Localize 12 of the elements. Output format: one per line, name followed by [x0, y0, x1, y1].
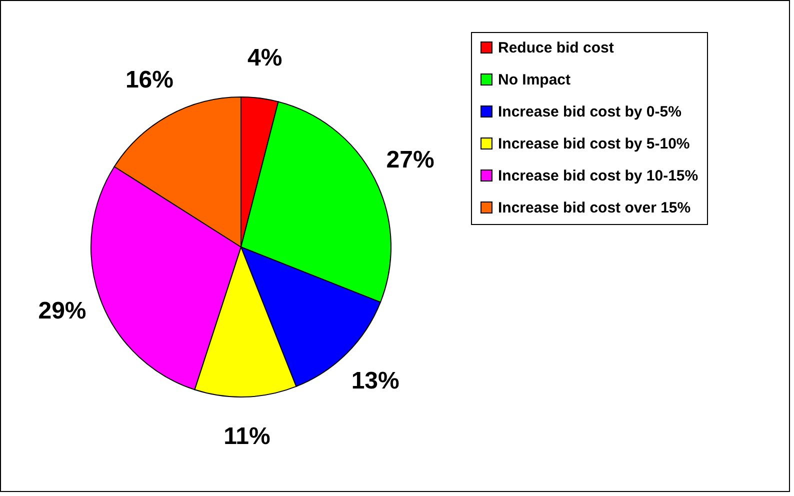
data-label: 16% — [125, 66, 174, 94]
data-label: 11% — [224, 422, 270, 450]
data-label: 29% — [38, 297, 86, 324]
data-label: 4% — [247, 44, 282, 72]
legend-label: No Impact — [498, 72, 571, 88]
legend-label: Increase bid cost over 15% — [498, 200, 691, 216]
legend-label: Reduce bid cost — [498, 40, 614, 56]
legend-label: Increase bid cost by 5-10% — [498, 136, 690, 152]
data-label: 27% — [386, 146, 434, 174]
legend-label: Increase bid cost by 0-5% — [498, 104, 682, 120]
data-label: 13% — [351, 367, 400, 394]
legend-label: Increase bid cost by 10-15% — [498, 168, 698, 184]
